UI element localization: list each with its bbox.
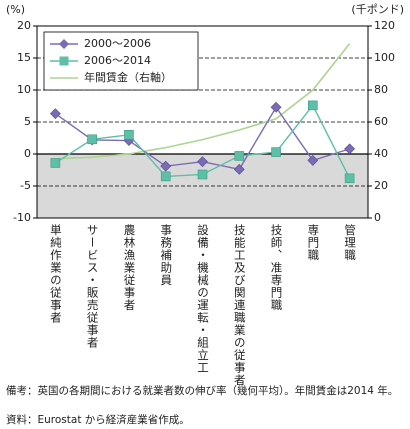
y-tick-label: -5 — [20, 179, 31, 192]
marker — [271, 147, 281, 157]
marker — [49, 108, 61, 120]
y2-unit: (千ポンド) — [351, 3, 404, 16]
y-unit: (%) — [6, 3, 25, 16]
x-tick-label: 事務補助員 — [159, 224, 173, 287]
y-tick-label: 5 — [24, 115, 31, 128]
x-tick-label: 技能工及び関連職業の従事者 — [233, 224, 247, 385]
note: 備考：英国の各期間における就業者数の伸び率（幾何平均）。年間賃金は2014 年。 — [6, 385, 399, 397]
x-tick-label: 農林漁業従事者 — [122, 223, 136, 311]
x-tick-label: サービス・販売従事者 — [86, 224, 100, 349]
y2-tick-label: 0 — [374, 211, 381, 224]
y2-tick-label: 40 — [374, 147, 388, 160]
x-tick-label: 単純作業の従事者 — [49, 223, 63, 324]
marker — [234, 151, 245, 161]
y-tick-label: 15 — [17, 51, 31, 64]
marker — [344, 143, 356, 155]
y-tick-label: 0 — [24, 147, 31, 160]
marker — [344, 173, 355, 184]
legend-label: 2006～2014 — [84, 54, 151, 67]
legend-label: 2000～2006 — [84, 37, 151, 50]
note: 資料：Eurostat から経済産業省作成。 — [6, 414, 190, 426]
marker — [160, 171, 171, 182]
x-tick-label: 専門職 — [306, 224, 320, 262]
plot-frame — [36, 25, 369, 219]
marker — [197, 169, 208, 180]
y2-tick-label: 120 — [374, 19, 395, 32]
marker — [124, 130, 134, 140]
x-tick-label: 管理職 — [343, 223, 357, 261]
marker — [160, 160, 172, 172]
marker — [50, 158, 61, 168]
x-tick-label: 技師、准専門職 — [270, 224, 284, 312]
marker — [307, 154, 319, 166]
legend-label: 年間賃金（右軸） — [84, 70, 172, 84]
marker — [87, 134, 97, 145]
y2-tick-label: 100 — [374, 51, 395, 64]
legend-marker — [59, 39, 69, 49]
marker — [308, 100, 318, 111]
y2-tick-label: 20 — [374, 179, 388, 192]
series-line — [55, 43, 351, 160]
legend-marker — [59, 56, 69, 66]
marker — [233, 163, 245, 175]
y-tick-label: 10 — [17, 83, 31, 96]
y-tick-label: -10 — [13, 211, 31, 224]
y2-tick-label: 80 — [374, 83, 388, 96]
y-tick-label: 20 — [17, 19, 31, 32]
y2-tick-label: 60 — [374, 115, 388, 128]
x-tick-label: 設備・機械の運転・組立工 — [196, 223, 210, 374]
marker — [270, 101, 282, 113]
marker — [197, 156, 208, 168]
chart: (%) (千ポンド) -10 -5 0 5 10 15 20 0 20 40 60 80 100 120 単… — [6, 3, 404, 387]
